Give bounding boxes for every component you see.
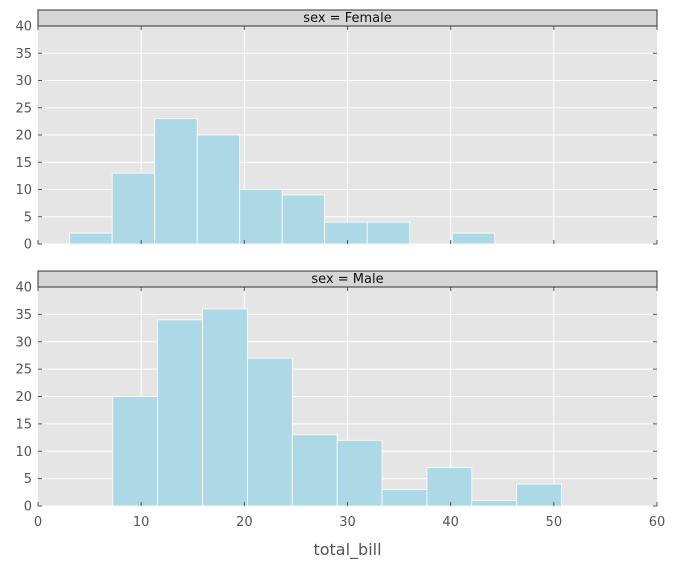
facet-strip [37, 9, 658, 27]
y-tick-label: 10 [15, 445, 32, 460]
facet-title: sex = Male [311, 272, 383, 287]
y-tick-label: 5 [24, 472, 32, 487]
histogram-bar [324, 221, 368, 245]
histogram-bar [366, 221, 411, 245]
y-tick-label: 10 [15, 183, 32, 198]
x-tick-label: 60 [649, 515, 666, 530]
histogram-bar [281, 194, 326, 245]
facet-panel-2: 0 5 10 15 20 25 30 35 40 sex = Male 0 10 20 30 40 50 60 t… [15, 270, 666, 560]
y-tick-label: 25 [15, 363, 32, 378]
y-tick-label: 15 [15, 417, 32, 432]
x-tick-label: 20 [236, 515, 253, 530]
histogram-bar [112, 396, 159, 507]
y-tick-label: 35 [15, 47, 32, 62]
histogram-bar [239, 189, 283, 245]
y-tick-label: 20 [15, 390, 32, 405]
histogram-bar [196, 134, 241, 245]
y-tick-label: 25 [15, 101, 32, 116]
histogram-bar [111, 172, 156, 245]
histogram-bar [157, 319, 203, 507]
histogram-bar [451, 232, 496, 245]
y-tick-label: 30 [15, 335, 32, 350]
facet-panel-1: 0 5 10 15 20 25 30 35 40 sex = Female [15, 9, 658, 253]
x-tick-label: 0 [34, 515, 42, 530]
x-tick-label: 40 [442, 515, 459, 530]
histogram-bar [336, 439, 383, 507]
y-tick-label: 0 [24, 238, 32, 253]
x-axis-label: total_bill [313, 540, 381, 560]
histogram-bar [202, 308, 248, 507]
facet-title: sex = Female [303, 11, 391, 26]
y-tick-label: 35 [15, 308, 32, 323]
x-tick-label: 10 [133, 515, 150, 530]
histogram-bar [426, 467, 473, 507]
histogram-bar [154, 118, 198, 245]
histogram-bar [516, 483, 562, 507]
histogram-bar [291, 434, 338, 507]
facet-strip [37, 270, 658, 288]
y-tick-label: 15 [15, 156, 32, 171]
x-tick-label: 50 [546, 515, 563, 530]
y-tick-label: 20 [15, 129, 32, 144]
y-tick-label: 5 [24, 210, 32, 225]
y-tick-label: 40 [15, 281, 32, 296]
y-tick-label: 40 [15, 20, 32, 35]
y-tick-label: 30 [15, 74, 32, 89]
histogram-bar [381, 489, 428, 507]
histogram-bar [69, 232, 113, 245]
x-tick-label: 30 [339, 515, 356, 530]
histogram-bar [247, 357, 293, 507]
histogram-bar [471, 500, 518, 507]
y-tick-label: 0 [24, 500, 32, 515]
